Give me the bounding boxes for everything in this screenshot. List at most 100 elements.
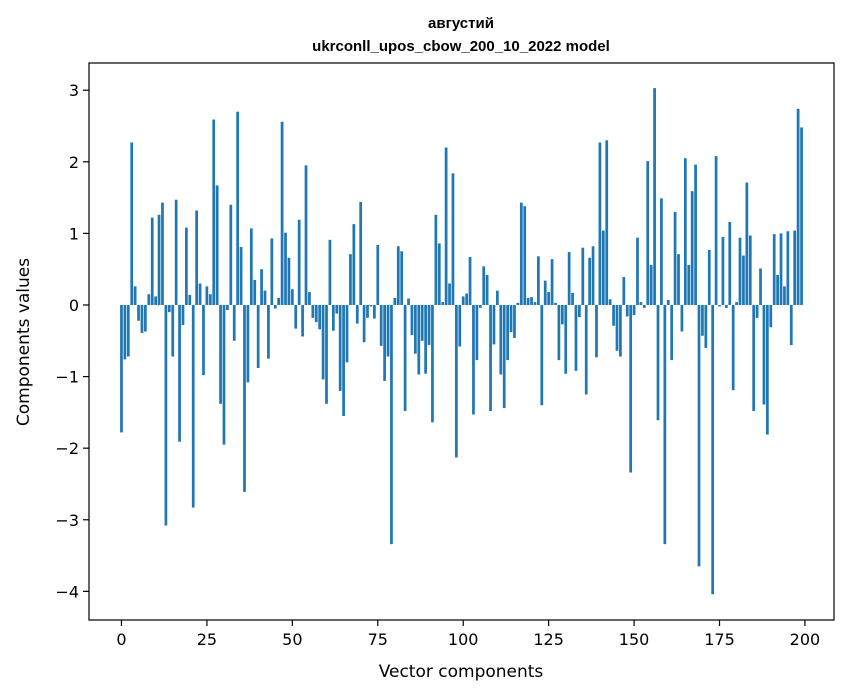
bar [212, 119, 216, 305]
x-tick-label: 25 [197, 630, 217, 649]
bar [311, 304, 315, 318]
bar [625, 304, 629, 317]
bar [677, 254, 680, 305]
bar [793, 230, 797, 305]
bar [164, 304, 168, 526]
bar [420, 304, 424, 341]
bar [554, 302, 557, 305]
bar [355, 304, 359, 324]
bar [755, 304, 759, 318]
bar [649, 264, 653, 305]
y-axis-label: Components values [14, 258, 34, 426]
bar [591, 246, 595, 305]
y-axis-ticks: −4 −3 −2 −1 0 1 2 3 [55, 81, 89, 601]
bar [731, 304, 735, 391]
bar [660, 198, 663, 305]
bar [424, 304, 427, 374]
bar [697, 304, 701, 567]
bar [208, 294, 212, 305]
x-tick-label: 100 [448, 630, 479, 649]
x-tick-label: 50 [282, 630, 302, 649]
bar [407, 298, 410, 305]
bar [714, 156, 718, 305]
bar [789, 304, 793, 346]
bar [752, 304, 756, 411]
bar [150, 217, 154, 305]
bar [455, 304, 458, 458]
bar [359, 201, 363, 305]
bar [588, 257, 592, 305]
bar [287, 257, 291, 305]
bar [653, 88, 656, 305]
bar [202, 304, 205, 376]
bar [154, 296, 157, 305]
bar [642, 304, 646, 308]
bar [308, 292, 311, 305]
x-tick-label: 200 [790, 630, 821, 649]
bar [567, 252, 571, 305]
bar [465, 293, 468, 305]
bar [673, 211, 677, 305]
bar [362, 304, 366, 343]
bar [581, 247, 585, 305]
bar [724, 304, 728, 308]
bar [796, 108, 800, 305]
bar [735, 302, 738, 305]
bar [314, 304, 318, 323]
bar [670, 304, 674, 361]
bar [800, 127, 803, 305]
bar [636, 237, 639, 305]
bars-group [120, 88, 803, 595]
bar [263, 290, 267, 305]
bar [605, 140, 609, 305]
bar [123, 304, 127, 360]
bar [144, 304, 147, 332]
x-tick-label: 75 [368, 630, 388, 649]
plot-frame [88, 62, 835, 621]
bar [711, 304, 715, 595]
bar [434, 214, 438, 305]
bar [687, 264, 691, 305]
bar [366, 304, 369, 318]
bar [369, 304, 373, 307]
bar [738, 237, 742, 305]
bar [335, 304, 339, 314]
bar [451, 173, 455, 305]
bar [598, 142, 602, 305]
bar [502, 304, 506, 409]
bar [386, 304, 390, 357]
bar [519, 202, 523, 305]
bar [246, 304, 250, 383]
bar [496, 290, 499, 305]
bar [174, 199, 178, 305]
bar [290, 289, 294, 305]
bar [267, 304, 270, 359]
y-tick-label: −4 [55, 582, 79, 601]
x-axis-label: Vector components [379, 662, 544, 682]
bar [632, 304, 636, 316]
bar [578, 304, 581, 318]
bar [742, 255, 745, 305]
bar [431, 304, 434, 423]
bar [130, 142, 134, 305]
bar [188, 294, 192, 305]
bar [707, 249, 711, 305]
bar [120, 304, 123, 433]
bar [646, 161, 650, 305]
bar [198, 283, 202, 305]
bar [478, 304, 482, 308]
bar [468, 257, 472, 305]
bar [557, 304, 561, 361]
bar [629, 304, 633, 473]
bar [694, 164, 697, 305]
bar [584, 304, 588, 395]
y-tick-label: −3 [55, 511, 79, 530]
bar [489, 304, 492, 411]
bar [126, 304, 130, 357]
bar [318, 304, 322, 330]
bar [167, 304, 171, 313]
bar [666, 299, 670, 305]
y-tick-label: −1 [55, 368, 79, 387]
bar [718, 304, 721, 307]
bar [427, 304, 431, 346]
